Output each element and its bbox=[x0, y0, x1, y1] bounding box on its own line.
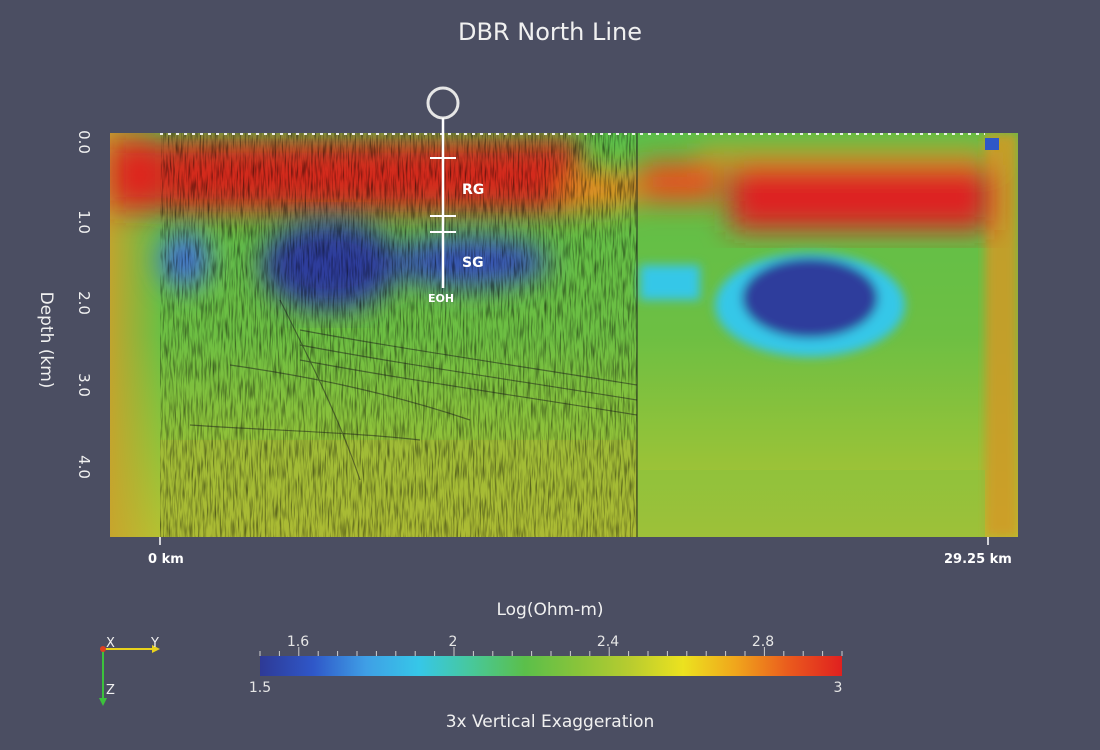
x-tick-label: 0 km bbox=[148, 552, 184, 567]
axis-x-label: X bbox=[106, 636, 115, 651]
colorbar-min-label: 1.5 bbox=[248, 680, 272, 696]
chart-title: DBR North Line bbox=[457, 18, 643, 46]
well-end-label: EOH bbox=[428, 292, 454, 305]
well-marker: RG SG EOH bbox=[426, 86, 484, 305]
x-tick-label: 29.25 km bbox=[944, 552, 1012, 567]
orientation-axes bbox=[99, 645, 160, 706]
colorbar-tick-label: 2.4 bbox=[596, 634, 620, 650]
axis-z-label: Z bbox=[106, 683, 115, 698]
axis-y-label: Y bbox=[151, 636, 159, 651]
colorbar-tick-label: 2.8 bbox=[751, 634, 775, 650]
colorbar-tick-label: 1.6 bbox=[286, 634, 310, 650]
vertical-exaggeration-note: 3x Vertical Exaggeration bbox=[445, 712, 655, 732]
colorbar-tick-label: 2 bbox=[448, 634, 458, 650]
well-unit-rg: RG bbox=[462, 182, 484, 198]
colorbar-title: Log(Ohm-m) bbox=[496, 600, 604, 620]
colorbar-max-label: 3 bbox=[833, 680, 843, 696]
well-unit-sg: SG bbox=[462, 255, 484, 271]
